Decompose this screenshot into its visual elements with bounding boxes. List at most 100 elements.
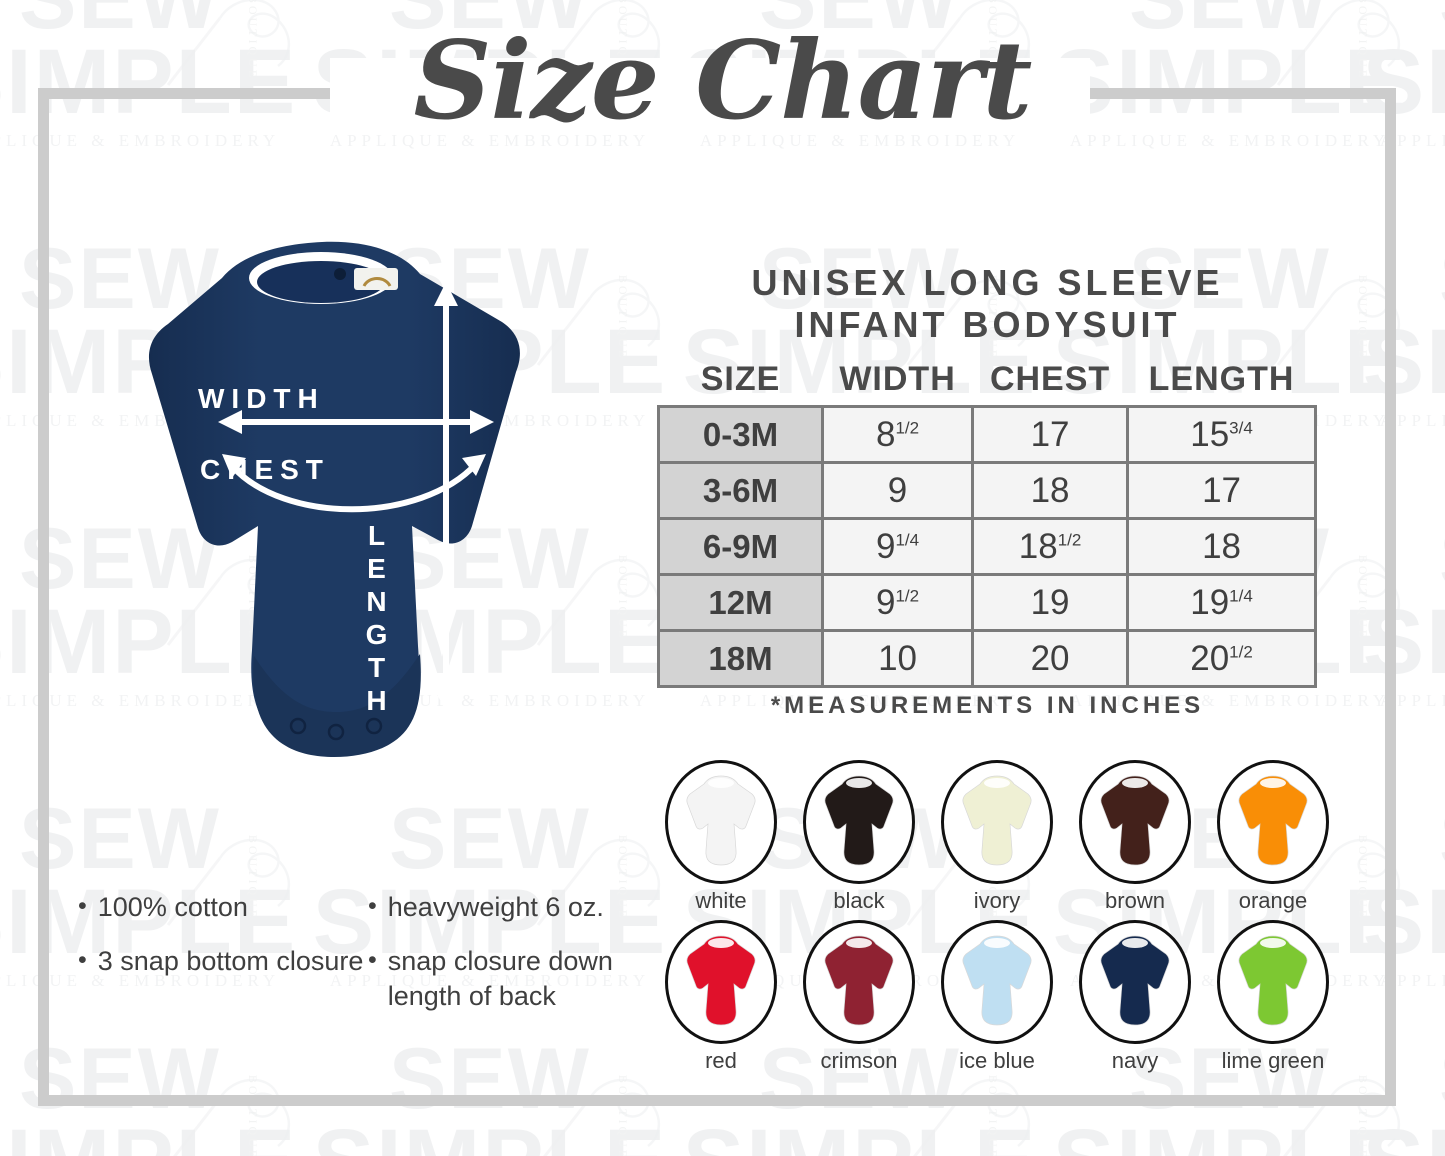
cell-width: 91/2 (820, 573, 975, 632)
swatch-label: orange (1238, 888, 1308, 913)
swatch-oval-frame (1217, 920, 1329, 1044)
cell-length: 18 (1126, 517, 1317, 576)
cell-length: 201/2 (1126, 629, 1317, 688)
tag-logo-icon (362, 277, 392, 287)
bottom-snap-icon (327, 723, 345, 741)
cell-length: 191/4 (1126, 573, 1317, 632)
cell-length: 153/4 (1126, 405, 1317, 464)
swatch-oval-frame (941, 920, 1053, 1044)
mini-bodysuit-icon (824, 775, 894, 866)
column-header-width: WIDTH (839, 360, 956, 398)
product-heading-line2: INFANT BODYSUIT (794, 304, 1181, 346)
mini-bodysuit-icon (1238, 775, 1308, 866)
mini-bodysuit-icon (824, 935, 894, 1026)
cell-chest: 17 (971, 405, 1130, 464)
bullet-icon: • (78, 892, 87, 920)
color-swatch-white[interactable]: white (652, 760, 790, 914)
column-header-length: LENGTH (1148, 360, 1295, 398)
table-header-row: SIZE WIDTH CHEST LENGTH (659, 360, 1316, 407)
table-row: 0-3M 81/2 17 153/4 (657, 405, 1317, 464)
color-swatch-black[interactable]: black (790, 760, 928, 914)
cell-size: 6-9M (657, 517, 824, 576)
length-measure-arrow (434, 282, 458, 712)
swatch-oval-frame (803, 920, 915, 1044)
swatch-oval-frame (941, 760, 1053, 884)
feature-text: 3 snap bottom closure (97, 945, 364, 976)
mini-bodysuit-icon (962, 775, 1032, 866)
chest-measure-arrow (222, 454, 486, 513)
color-swatch-ivory[interactable]: ivory (928, 760, 1066, 914)
color-swatch-lime-green[interactable]: lime green (1204, 920, 1342, 1074)
swatch-label: navy (1111, 1048, 1159, 1073)
bodysuit-illustration (72, 226, 632, 846)
measurement-units-note: *MEASUREMENTS IN INCHES (770, 692, 1205, 719)
cell-size: 18M (657, 629, 824, 688)
mini-bodysuit-icon (1100, 935, 1170, 1026)
swatch-label: black (833, 888, 885, 913)
mini-bodysuit-icon (686, 775, 756, 866)
cell-chest: 181/2 (971, 517, 1130, 576)
color-swatch-crimson[interactable]: crimson (790, 920, 928, 1074)
cell-chest: 19 (971, 573, 1130, 632)
cell-size: 12M (657, 573, 824, 632)
length-label: LENGTH (361, 520, 392, 718)
color-swatch-navy[interactable]: navy (1066, 920, 1204, 1074)
feature-item: • snap closure down length of back (368, 944, 638, 1015)
swatch-oval-frame (665, 920, 777, 1044)
swatch-oval-frame (665, 760, 777, 884)
table-row: 12M 91/2 19 191/4 (657, 573, 1317, 632)
color-swatch-ice-blue[interactable]: ice blue (928, 920, 1066, 1074)
swatch-label: crimson (820, 1048, 898, 1073)
cell-width: 81/2 (820, 405, 975, 464)
swatch-oval-frame (1079, 920, 1191, 1044)
bottom-snap-icon (289, 717, 307, 735)
column-header-size: SIZE (700, 360, 781, 398)
swatch-label: lime green (1221, 1048, 1325, 1073)
bullet-icon: • (78, 945, 87, 974)
bottom-snap-icon (365, 717, 383, 735)
color-swatch-red[interactable]: red (652, 920, 790, 1074)
cell-size: 0-3M (657, 405, 824, 464)
bodysuit-body (148, 241, 520, 753)
page-title: Size Chart (413, 18, 1033, 144)
cell-width: 91/4 (820, 517, 975, 576)
cell-chest: 18 (971, 461, 1130, 520)
feature-item: • 3 snap bottom closure (78, 944, 368, 980)
swatch-oval-frame (1079, 760, 1191, 884)
mini-bodysuit-icon (1238, 935, 1308, 1026)
feature-column-left: • 100% cotton • 3 snap bottom closure (78, 890, 368, 1033)
swatch-label: ivory (973, 888, 1021, 913)
color-swatch-grid: white black ivory brown orange red crimson ice … (652, 760, 1342, 1074)
width-measure-arrow (218, 410, 494, 434)
size-chart-table: SIZE WIDTH CHEST LENGTH 0-3M 81/2 17 153/4 3… (657, 360, 1317, 688)
table-row: 18M 10 20 201/2 (657, 629, 1317, 688)
mini-bodysuit-icon (1100, 775, 1170, 866)
feature-text: 100% cotton (97, 892, 248, 922)
feature-column-right: • heavyweight 6 oz. • snap closure down len… (368, 890, 638, 1033)
feature-item: • heavyweight 6 oz. (368, 890, 638, 926)
table-row: 6-9M 91/4 181/2 18 (657, 517, 1317, 576)
bullet-icon: • (368, 892, 377, 920)
feature-text: snap closure down length of back (387, 945, 613, 1012)
swatch-oval-frame (1217, 760, 1329, 884)
product-heading-line1: UNISEX LONG SLEEVE (751, 262, 1224, 303)
swatch-oval-frame (803, 760, 915, 884)
swatch-label: ice blue (959, 1048, 1035, 1073)
table-row: 3-6M 9 18 17 (657, 461, 1317, 520)
color-swatch-brown[interactable]: brown (1066, 760, 1204, 914)
feature-text: heavyweight 6 oz. (387, 892, 604, 922)
chest-label: CHEST (200, 454, 330, 485)
swatch-label: white (695, 888, 747, 913)
mini-bodysuit-icon (686, 935, 756, 1026)
cell-size: 3-6M (657, 461, 824, 520)
feature-item: • 100% cotton (78, 890, 368, 926)
product-heading: UNISEX LONG SLEEVE INFANT BODYSUIT (655, 262, 1320, 346)
color-swatch-orange[interactable]: orange (1204, 760, 1342, 914)
swatch-label: brown (1105, 888, 1165, 913)
bodysuit-graphic (148, 241, 520, 758)
cell-width: 10 (820, 629, 975, 688)
swatch-label: red (705, 1048, 737, 1073)
frame-title-gap (330, 58, 1090, 128)
cell-width: 9 (820, 461, 975, 520)
feature-list: • 100% cotton • 3 snap bottom closure • heav… (78, 890, 638, 1033)
